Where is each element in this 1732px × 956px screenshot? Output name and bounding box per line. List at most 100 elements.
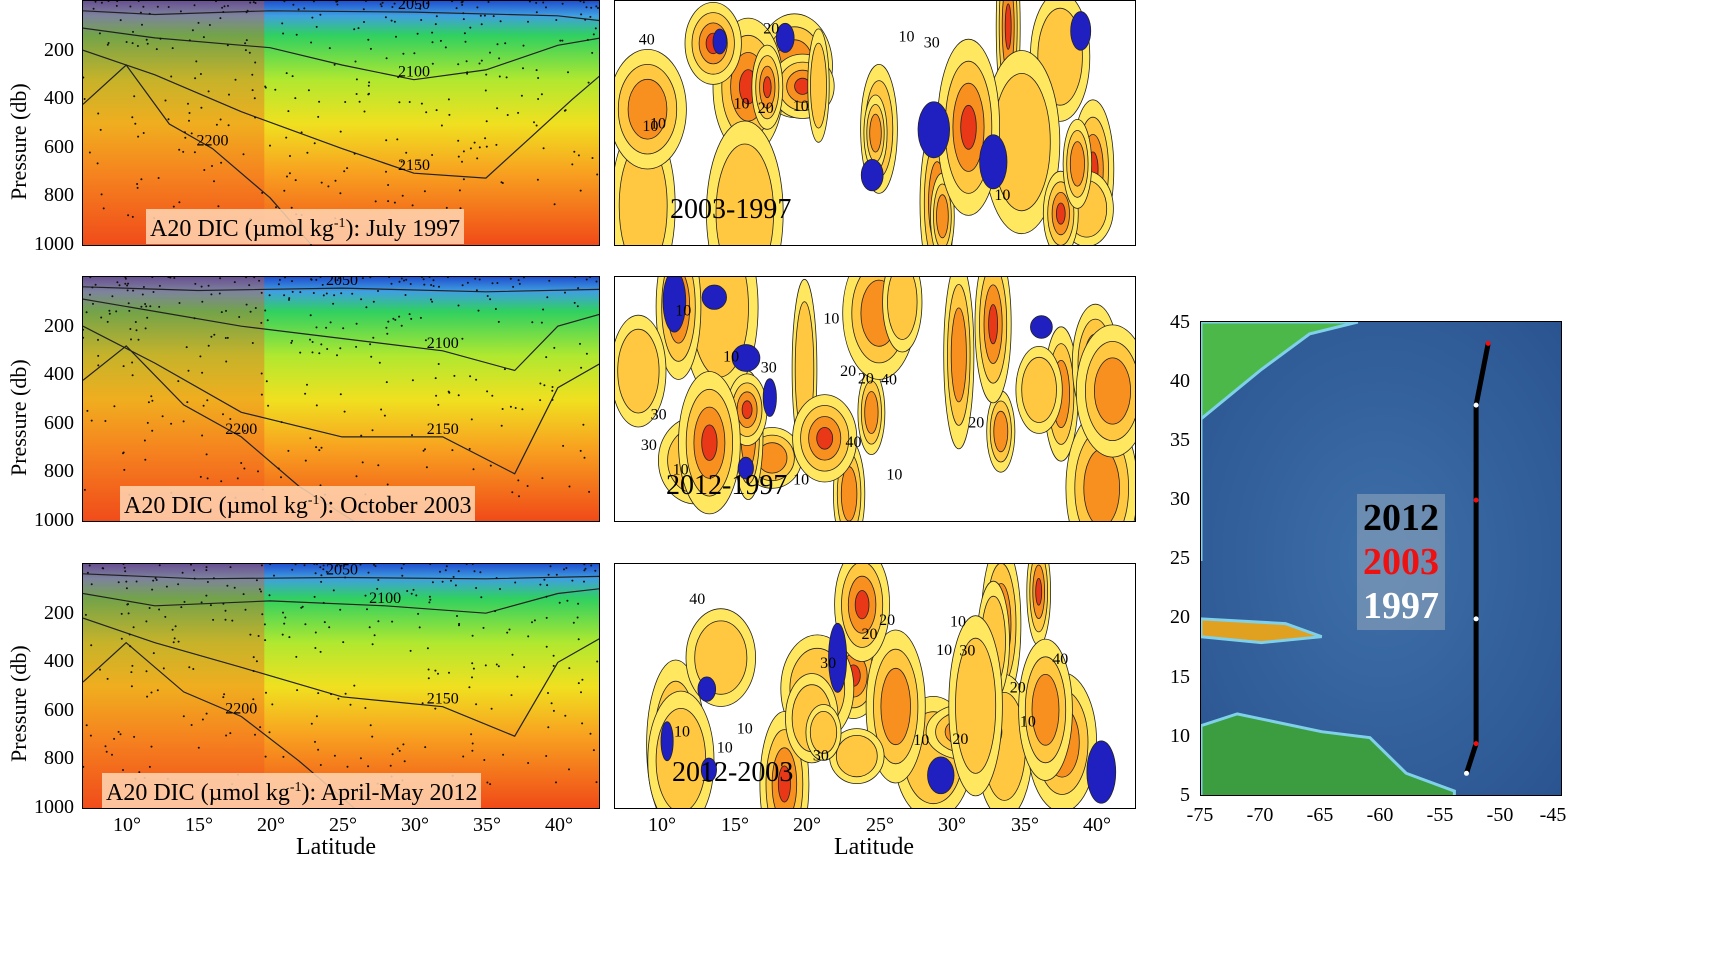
sample-dot xyxy=(297,8,300,11)
anomaly-contour xyxy=(1055,202,1066,225)
sample-dot xyxy=(355,475,358,478)
contour-label: 30 xyxy=(651,407,667,424)
sample-dot xyxy=(200,601,203,604)
sample-dot xyxy=(325,326,328,329)
negative-anomaly xyxy=(917,101,950,159)
sample-dot xyxy=(122,564,125,565)
section-shade xyxy=(83,277,265,521)
sample-dot xyxy=(186,401,189,404)
sample-dot xyxy=(162,667,165,670)
sample-dot xyxy=(393,20,396,23)
legend-1997: 1997 xyxy=(1363,585,1439,627)
contour-label: 20 xyxy=(1010,680,1026,697)
sample-dot xyxy=(498,57,501,60)
sample-dot xyxy=(332,302,335,305)
sample-dot xyxy=(313,595,316,598)
sample-dot xyxy=(97,112,100,115)
sample-dot xyxy=(387,184,390,186)
contour-label: 20 xyxy=(858,370,874,387)
sample-dot xyxy=(86,409,89,412)
sample-dot xyxy=(343,410,346,413)
diff-caption-2012-1997: 2012-1997 xyxy=(666,470,788,501)
sample-dot xyxy=(200,106,203,109)
sample-dot xyxy=(497,320,500,323)
sample-dot xyxy=(325,292,328,295)
sample-dot xyxy=(210,335,213,338)
sample-dot xyxy=(403,279,405,282)
sample-dot xyxy=(592,749,595,752)
sample-dot xyxy=(161,415,164,418)
sample-dot xyxy=(431,41,434,44)
sample-dot xyxy=(259,726,262,729)
map-xtick: -50 xyxy=(1486,804,1514,826)
sample-dot xyxy=(469,375,472,378)
sample-dot xyxy=(404,294,407,296)
sample-dot xyxy=(89,293,91,296)
sample-dot xyxy=(318,449,321,452)
map-ytick: 45 xyxy=(1170,311,1190,333)
anomaly-contour xyxy=(777,765,791,803)
station-dot xyxy=(1473,616,1479,622)
sample-dot xyxy=(219,17,222,20)
contour-label: 30 xyxy=(813,748,829,765)
sample-dot xyxy=(274,88,277,91)
contour-2200 xyxy=(83,64,313,245)
section-panel-2003: 2050 2100 2150 2200 xyxy=(82,276,600,522)
sample-dot xyxy=(374,565,377,568)
sample-dot xyxy=(577,154,580,157)
sample-dot xyxy=(178,201,181,204)
sample-dot xyxy=(425,111,428,114)
sample-dot xyxy=(315,278,318,281)
sample-dot xyxy=(586,38,589,41)
sample-dot xyxy=(402,743,405,746)
sample-dot xyxy=(594,27,597,30)
contour-2150 xyxy=(83,617,599,737)
anomaly-contour xyxy=(741,400,753,419)
sample-dot xyxy=(271,703,274,706)
sample-dot xyxy=(314,647,317,649)
sample-dot xyxy=(448,671,450,674)
anomaly-contour xyxy=(715,143,774,245)
sample-dot xyxy=(583,569,586,572)
sample-dot xyxy=(385,139,388,142)
sample-dot xyxy=(364,707,367,709)
sample-dot xyxy=(424,448,426,451)
sample-dot xyxy=(511,491,514,494)
sample-dot xyxy=(518,495,520,498)
sample-dot xyxy=(133,95,136,98)
sample-dot xyxy=(240,462,243,464)
negative-anomaly xyxy=(697,676,717,702)
sample-dot xyxy=(482,626,485,629)
sample-dot xyxy=(312,1,315,3)
sample-dot xyxy=(585,6,588,9)
sample-dot xyxy=(471,564,474,565)
sample-dot xyxy=(248,284,251,287)
sample-dot xyxy=(300,606,303,609)
sample-dot xyxy=(431,581,434,584)
sample-dot xyxy=(193,4,196,7)
sample-dot xyxy=(264,755,267,758)
sample-dot xyxy=(479,14,482,17)
sample-dot xyxy=(526,485,529,487)
sample-dot xyxy=(435,394,438,397)
sample-dot xyxy=(336,1,339,3)
ytick: 800 xyxy=(44,460,74,482)
anomaly-contour xyxy=(763,76,772,99)
sample-dot xyxy=(251,73,254,76)
sample-dot xyxy=(313,142,316,145)
map-xtick: -60 xyxy=(1366,804,1394,826)
sample-dot xyxy=(228,93,230,96)
sample-dot xyxy=(311,351,314,354)
sample-dot xyxy=(428,277,431,278)
sample-dot xyxy=(315,404,318,407)
sample-dot xyxy=(555,19,558,21)
sample-dot xyxy=(134,321,137,323)
sample-dot xyxy=(545,755,548,757)
map-ytick: 15 xyxy=(1170,666,1190,688)
sample-dot xyxy=(137,135,140,138)
sample-dot xyxy=(100,316,103,319)
sample-dot xyxy=(90,583,93,586)
sample-dot xyxy=(320,446,323,449)
sample-dot xyxy=(527,20,529,23)
sample-dot xyxy=(422,278,425,281)
